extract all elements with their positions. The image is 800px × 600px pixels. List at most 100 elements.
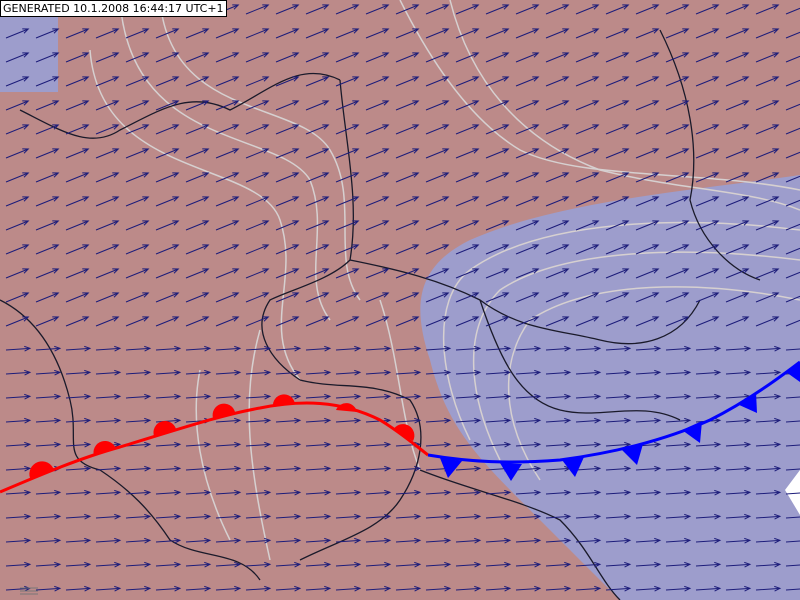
wind-arrow (455, 585, 482, 592)
wind-arrow (95, 100, 120, 111)
wind-arrow (155, 441, 182, 448)
wind-arrow (785, 396, 800, 399)
wind-arrow (215, 465, 242, 472)
wind-arrow (245, 148, 270, 159)
wind-arrow (335, 292, 360, 303)
wind-arrow (5, 489, 32, 496)
wind-arrow (35, 316, 60, 327)
wind-arrow (605, 316, 630, 327)
wind-arrow (185, 316, 210, 327)
wind-arrow (95, 393, 122, 400)
wind-arrow (725, 585, 752, 592)
wind-arrow (275, 244, 300, 255)
wind-arrow (155, 100, 180, 111)
wind-arrow (5, 220, 30, 231)
wind-arrow (125, 537, 152, 544)
wind-arrow (5, 369, 32, 376)
wind-arrow (755, 52, 780, 63)
wind-arrow (485, 441, 512, 448)
wind-arrow (155, 196, 180, 207)
wind-arrow (635, 28, 660, 39)
wind-arrow (335, 585, 362, 592)
wind-arrow (95, 52, 120, 63)
wind-arrow (65, 28, 90, 39)
wind-arrow (485, 585, 512, 592)
wind-arrow (35, 220, 60, 231)
wind-arrow (725, 172, 750, 183)
wind-arrow (245, 489, 272, 496)
wind-arrow (95, 76, 120, 87)
wind-arrow (695, 76, 720, 87)
wind-arrow (335, 489, 362, 496)
wind-arrow (755, 148, 780, 159)
wind-arrow (305, 28, 330, 39)
wind-arrow (515, 441, 542, 448)
wind-arrow (215, 100, 240, 111)
wind-arrow (665, 537, 692, 544)
wind-arrow (635, 196, 660, 207)
wind-arrow (575, 345, 602, 352)
wind-arrow (335, 537, 362, 544)
wind-arrow (365, 561, 392, 568)
wind-arrow (695, 244, 720, 255)
wind-arrow (335, 369, 362, 376)
wind-arrow (665, 369, 692, 376)
wind-arrow (665, 196, 690, 207)
wind-arrow (275, 196, 300, 207)
wind-arrow (635, 124, 660, 135)
wind-arrow (725, 417, 752, 424)
wind-arrow (65, 292, 90, 303)
wind-arrow (545, 537, 572, 544)
wind-arrow (185, 148, 210, 159)
wind-arrow (725, 4, 750, 15)
wind-arrow (605, 28, 630, 39)
wind-arrow (395, 4, 420, 15)
wind-arrow (485, 393, 512, 400)
wind-arrow (575, 585, 602, 592)
wind-arrow (365, 268, 390, 279)
wind-arrow (395, 585, 422, 592)
wind-arrow (455, 268, 480, 279)
wind-arrow (785, 444, 800, 447)
wind-arrow (275, 28, 300, 39)
wind-arrow (395, 292, 420, 303)
wind-arrow (575, 268, 600, 279)
wind-arrow (395, 196, 420, 207)
wind-arrow (335, 76, 360, 87)
wind-arrow (515, 316, 540, 327)
wind-arrow (215, 316, 240, 327)
wind-arrow (485, 369, 512, 376)
wind-arrow (35, 417, 62, 424)
wind-arrow (425, 172, 450, 183)
wind-arrow (35, 196, 60, 207)
wind-arrow (125, 316, 150, 327)
wind-arrow (695, 585, 722, 592)
wind-arrow (755, 124, 780, 135)
wind-arrow (35, 292, 60, 303)
wind-arrow (305, 292, 330, 303)
wind-arrow (305, 172, 330, 183)
wind-arrow (65, 268, 90, 279)
wind-arrow (695, 369, 722, 376)
wind-arrow (515, 28, 540, 39)
wind-arrow (395, 316, 420, 327)
wind-arrow (635, 148, 660, 159)
wind-arrow (665, 585, 692, 592)
wind-arrow (455, 369, 482, 376)
wind-arrow (365, 172, 390, 183)
wind-arrow (575, 220, 600, 231)
wind-arrow (575, 441, 602, 448)
wind-arrow (455, 465, 482, 472)
wind-arrow (35, 489, 62, 496)
wind-arrow (395, 172, 420, 183)
wind-arrow (545, 244, 570, 255)
wind-arrow (275, 4, 300, 15)
wind-arrow (515, 465, 542, 472)
wind-arrow (785, 175, 800, 183)
wind-arrow (665, 393, 692, 400)
wind-arrow (665, 465, 692, 472)
wind-arrow (725, 316, 750, 327)
wind-arrow (305, 4, 330, 15)
wind-arrow (785, 31, 800, 39)
wind-arrow (515, 4, 540, 15)
